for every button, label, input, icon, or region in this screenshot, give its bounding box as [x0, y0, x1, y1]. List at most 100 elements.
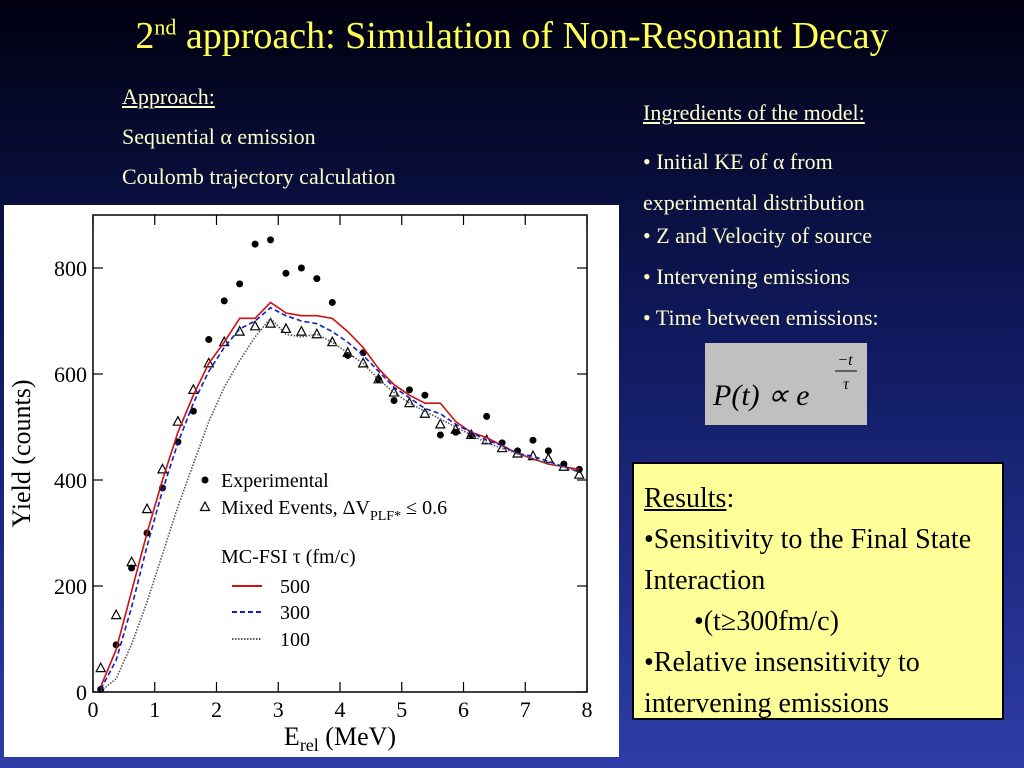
data-point [452, 428, 460, 436]
legend-label-part: Experimental [221, 470, 329, 492]
data-point [542, 452, 554, 463]
data-point [282, 269, 290, 277]
results-item: •(t≥300fm/c) [694, 606, 839, 637]
data-point [251, 240, 259, 248]
formula-numerator: −t [837, 352, 853, 369]
data-point [156, 463, 168, 474]
approach-heading: Approach: [122, 84, 215, 109]
data-point [421, 391, 429, 399]
x-tick-label: 1 [149, 697, 160, 722]
data-point [126, 555, 138, 567]
legend-label: 100 [280, 629, 310, 651]
data-point [483, 412, 491, 420]
chart-panel: 0 1 2 3 4 5 6 7 8 0 200 400 600 800 Yield (counts) Erel… [4, 205, 619, 757]
results-heading-text: Results [644, 483, 727, 514]
y-tick-label: 400 [54, 468, 87, 493]
results-box: Results: •Sensitivity to the Final State… [632, 462, 1004, 720]
data-point [436, 431, 444, 439]
data-point [405, 386, 413, 394]
legend-label-part: Mixed Events, ΔV [221, 497, 371, 519]
data-point [344, 351, 352, 359]
data-point [390, 397, 398, 404]
x-axis-label: Erel (MeV) [284, 722, 396, 755]
x-tick-label: 4 [335, 697, 346, 722]
ingredients-heading: Ingredients of the model: [643, 100, 865, 125]
x-label-part: E [284, 722, 300, 751]
data-point [328, 298, 336, 306]
data-point [465, 428, 477, 440]
data-point [573, 468, 585, 479]
series-line [99, 301, 580, 688]
legend-label: 300 [280, 602, 310, 624]
title-sup: nd [154, 14, 177, 40]
results-heading-suffix: : [726, 483, 735, 514]
chart: 0 1 2 3 4 5 6 7 8 0 200 400 600 800 Yield (counts) Erel… [7, 214, 593, 755]
legend-label: Mixed Events, ΔVPLF* ≤ 0.6 [221, 497, 447, 524]
data-point [189, 407, 197, 415]
formula-box: P(t) ∝ e −t τ [705, 343, 867, 425]
x-label-sub: rel [300, 735, 319, 755]
approach-item: Coulomb trajectory calculation [122, 164, 396, 189]
data-point [311, 327, 323, 339]
y-axis-label: Yield (counts) [7, 379, 36, 527]
data-point [544, 447, 552, 455]
slide-title: 2nd approach: Simulation of Non-Resonant… [0, 14, 1024, 58]
results-item: •Sensitivity to the Final State Interact… [644, 524, 972, 596]
ingredients-item: • Z and Velocity of source [643, 223, 873, 248]
data-point [95, 661, 107, 673]
x-tick-label: 8 [582, 697, 593, 722]
data-point [110, 608, 122, 620]
legend-label-part: 500 [280, 576, 310, 598]
x-tick-label: 3 [273, 697, 284, 722]
data-point [388, 386, 400, 397]
data-point [403, 396, 415, 408]
data-point [373, 373, 385, 384]
ingredients-item: • Time between emissions: [643, 305, 879, 330]
formula: P(t) ∝ e −t τ [712, 352, 857, 412]
data-point [172, 415, 184, 426]
legend-label-part: PLF* [370, 509, 401, 524]
x-tick-label: 0 [88, 697, 99, 722]
y-tick-label: 0 [76, 680, 87, 705]
x-tick-label: 5 [396, 697, 407, 722]
results-item: •Relative insensitivity to intervening e… [644, 647, 920, 719]
data-point [220, 297, 228, 305]
data-point [267, 236, 275, 244]
data-point [280, 322, 292, 334]
plot-frame [92, 214, 588, 693]
formula-denominator: τ [843, 376, 850, 393]
formula-lhs: P(t) ∝ e [712, 379, 809, 412]
data-point [249, 320, 261, 331]
data-point [203, 357, 215, 368]
legend-marker [199, 500, 211, 512]
ingredients-item: • Initial KE of α from experimental dist… [643, 149, 865, 215]
data-point [313, 275, 321, 283]
x-tick-label: 6 [458, 697, 469, 722]
series-line [100, 306, 580, 690]
series-line [100, 317, 580, 692]
title-text: 2 [135, 15, 155, 57]
data-point [434, 418, 446, 429]
data-point [529, 436, 537, 444]
y-tick-label: 200 [54, 574, 87, 599]
legend-label: Experimental [221, 470, 329, 492]
legend-label-part: 100 [280, 629, 310, 651]
data-point [141, 502, 153, 514]
legend-label-part: 300 [280, 602, 310, 624]
x-tick-label: 7 [520, 697, 531, 722]
x-label-part: (MeV) [319, 722, 396, 751]
legend-label: 500 [280, 576, 310, 598]
data-point [326, 335, 338, 347]
legend-marker [201, 476, 209, 484]
legend-title: MC-FSI τ (fm/c) [221, 546, 356, 568]
data-point [205, 336, 213, 344]
results-heading: Results: [644, 478, 1002, 519]
data-point [297, 264, 305, 272]
data-point [218, 335, 230, 347]
title-text: approach: Simulation of Non-Resonant Dec… [176, 15, 889, 57]
y-tick-label: 600 [54, 362, 87, 387]
data-point [295, 325, 307, 336]
data-point [450, 423, 462, 434]
ingredients-item: • Intervening emissions [643, 264, 850, 289]
